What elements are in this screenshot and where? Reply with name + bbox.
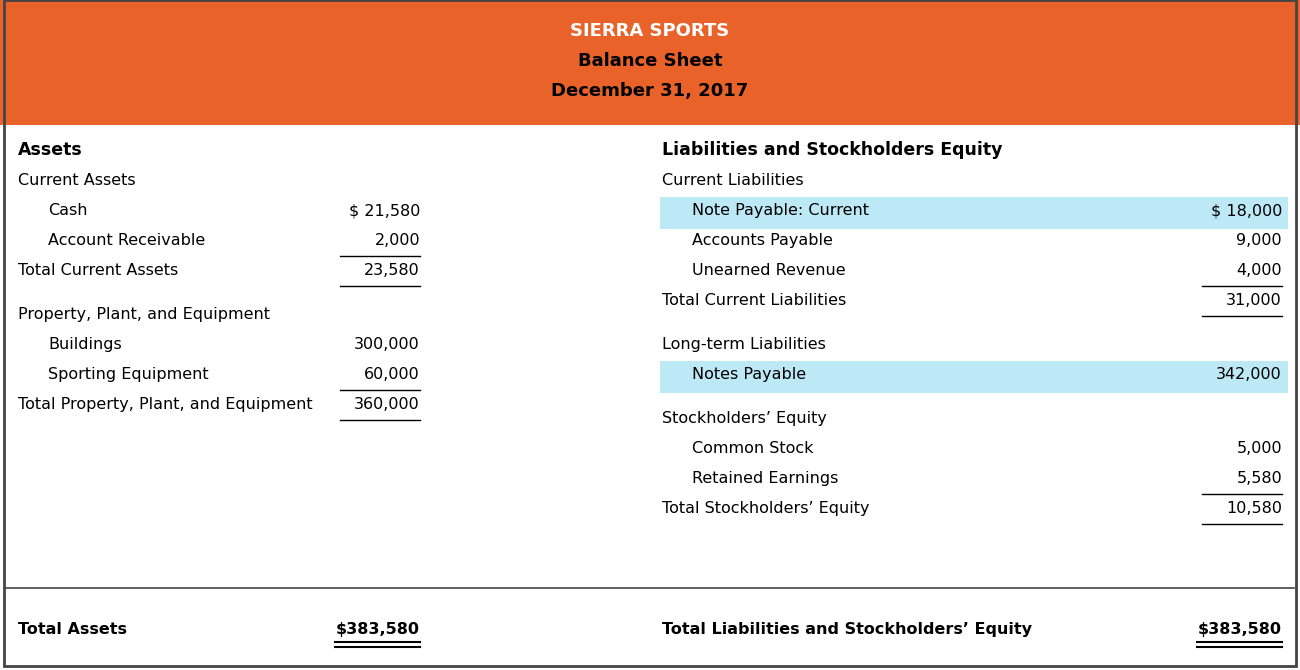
Text: Total Stockholders’ Equity: Total Stockholders’ Equity	[662, 501, 870, 516]
Text: $383,580: $383,580	[1199, 622, 1282, 637]
Text: Sporting Equipment: Sporting Equipment	[48, 367, 208, 382]
Text: 23,580: 23,580	[364, 263, 420, 278]
Text: Cash: Cash	[48, 203, 87, 218]
Text: SIERRA SPORTS: SIERRA SPORTS	[571, 22, 729, 40]
Text: Stockholders’ Equity: Stockholders’ Equity	[662, 411, 827, 426]
Bar	[4, 125, 1296, 666]
Text: 5,000: 5,000	[1236, 441, 1282, 456]
Text: 10,580: 10,580	[1226, 501, 1282, 516]
Text: Notes Payable: Notes Payable	[692, 367, 806, 382]
Text: Total Current Assets: Total Current Assets	[18, 263, 178, 278]
Text: Total Property, Plant, and Equipment: Total Property, Plant, and Equipment	[18, 397, 312, 412]
Text: Accounts Payable: Accounts Payable	[692, 233, 833, 248]
Text: Note Payable: Current: Note Payable: Current	[692, 203, 868, 218]
Text: Total Current Liabilities: Total Current Liabilities	[662, 293, 846, 308]
Text: Unearned Revenue: Unearned Revenue	[692, 263, 845, 278]
Text: 5,580: 5,580	[1236, 471, 1282, 486]
Text: Liabilities and Stockholders Equity: Liabilities and Stockholders Equity	[662, 141, 1002, 159]
Text: Assets: Assets	[18, 141, 83, 159]
Text: $ 18,000: $ 18,000	[1210, 203, 1282, 218]
Text: Total Assets: Total Assets	[18, 622, 127, 637]
Text: 360,000: 360,000	[354, 397, 420, 412]
Text: 60,000: 60,000	[364, 367, 420, 382]
Text: 4,000: 4,000	[1236, 263, 1282, 278]
Text: $ 21,580: $ 21,580	[348, 203, 420, 218]
Text: 342,000: 342,000	[1217, 367, 1282, 382]
Text: Balance Sheet: Balance Sheet	[577, 52, 723, 70]
Text: 300,000: 300,000	[354, 337, 420, 352]
Text: December 31, 2017: December 31, 2017	[551, 82, 749, 100]
Text: Current Assets: Current Assets	[18, 173, 135, 188]
Text: Current Liabilities: Current Liabilities	[662, 173, 803, 188]
Bar	[660, 361, 1288, 393]
Bar	[660, 197, 1288, 229]
Bar	[0, 0, 1300, 125]
Text: Retained Earnings: Retained Earnings	[692, 471, 838, 486]
Text: 9,000: 9,000	[1236, 233, 1282, 248]
Text: Long-term Liabilities: Long-term Liabilities	[662, 337, 826, 352]
Text: Common Stock: Common Stock	[692, 441, 814, 456]
Text: Buildings: Buildings	[48, 337, 122, 352]
Text: 2,000: 2,000	[374, 233, 420, 248]
Text: Total Liabilities and Stockholders’ Equity: Total Liabilities and Stockholders’ Equi…	[662, 622, 1032, 637]
Text: 31,000: 31,000	[1226, 293, 1282, 308]
Text: $383,580: $383,580	[335, 622, 420, 637]
Text: Property, Plant, and Equipment: Property, Plant, and Equipment	[18, 307, 270, 322]
Text: Account Receivable: Account Receivable	[48, 233, 205, 248]
